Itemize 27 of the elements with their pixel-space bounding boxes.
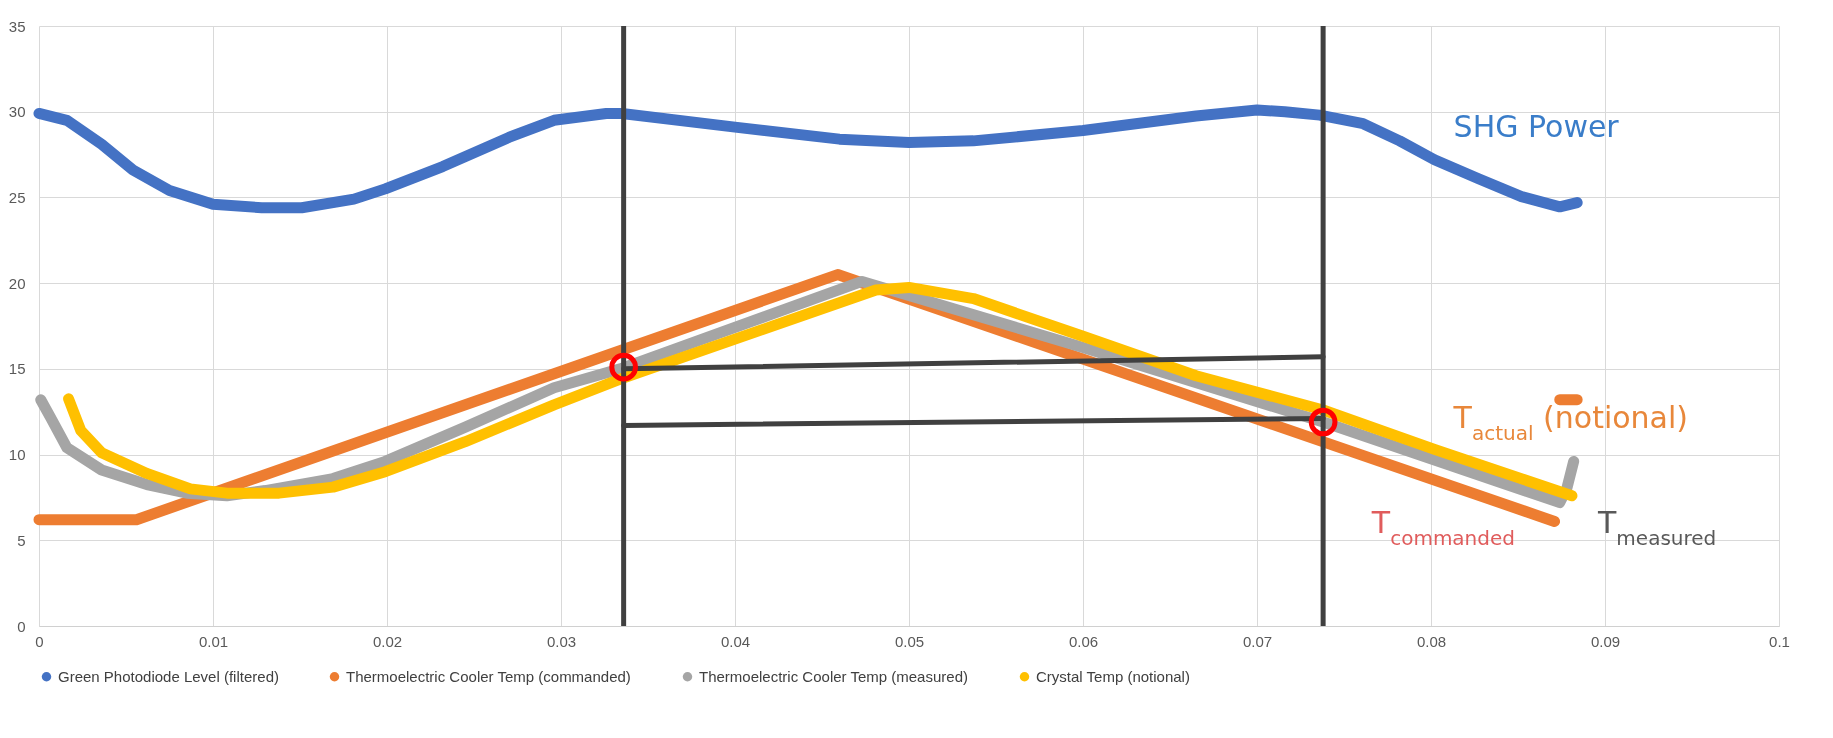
y-tick-label: 30 <box>8 103 26 121</box>
y-tick-label: 25 <box>8 188 26 206</box>
legend-label: Green Photodiode Level (filtered) <box>58 667 279 685</box>
annotation: SHG Power <box>1453 109 1620 144</box>
legend-label: Crystal Temp (notional) <box>1036 667 1190 685</box>
x-tick-label: 0.03 <box>546 632 577 650</box>
annotation: T$_{commanded}$ <box>1370 505 1515 550</box>
legend-label: Thermoelectric Cooler Temp (measured) <box>699 667 968 685</box>
y-tick-label: 0 <box>17 617 26 635</box>
y-tick-label: 15 <box>8 360 26 378</box>
x-tick-label: 0.08 <box>1416 632 1447 650</box>
x-tick-label: 0.05 <box>894 632 925 650</box>
annotation: T$_{actual}$ (notional) <box>1452 400 1689 445</box>
legend-label: Thermoelectric Cooler Temp (commanded) <box>346 667 631 685</box>
annotation: T$_{measured}$ <box>1597 505 1717 550</box>
x-tick-label: 0.04 <box>720 632 751 650</box>
y-tick-label: 10 <box>8 446 26 464</box>
y-tick-label: 35 <box>8 17 26 35</box>
x-tick-label: 0.09 <box>1590 632 1621 650</box>
y-tick-label: 5 <box>17 531 26 549</box>
x-tick-label: 0.07 <box>1242 632 1273 650</box>
x-tick-label: 0.06 <box>1068 632 1099 650</box>
y-tick-label: 20 <box>8 274 26 292</box>
x-tick-label: 0.02 <box>372 632 403 650</box>
x-tick-label: 0.1 <box>1769 632 1790 650</box>
x-tick-label: 0 <box>35 632 44 650</box>
x-tick-label: 0.01 <box>198 632 229 650</box>
